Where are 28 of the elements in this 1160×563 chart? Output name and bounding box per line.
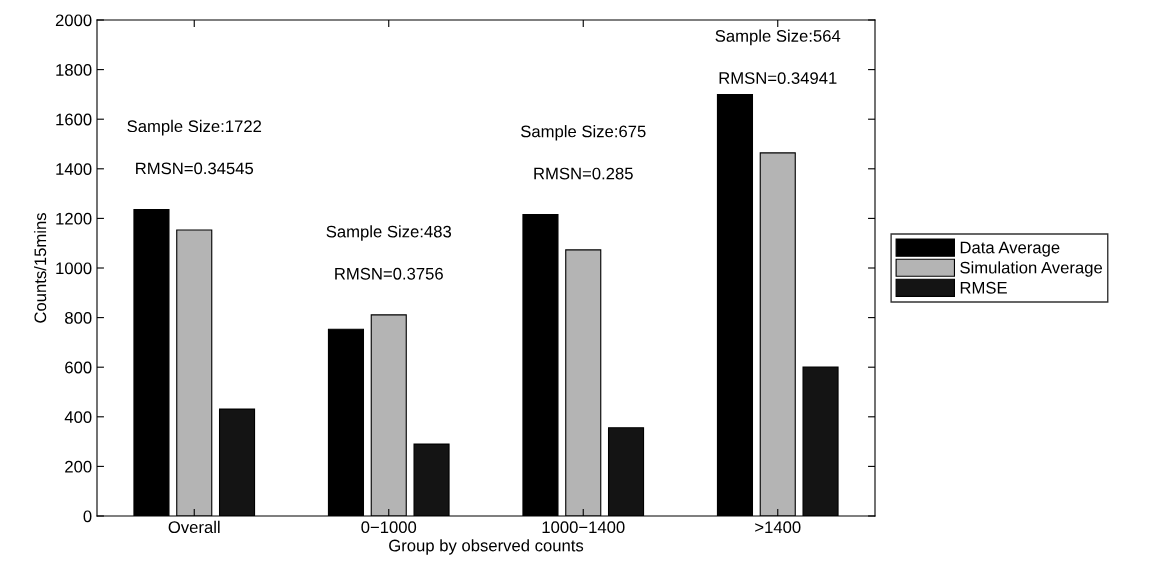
y-tick-label: 1200 xyxy=(56,212,92,225)
annotation: Sample Size:564 xyxy=(715,29,841,46)
x-tick-label: Overall xyxy=(168,520,220,534)
legend-label: RMSE xyxy=(960,281,1007,294)
y-tick-label: 1800 xyxy=(56,64,92,76)
y-tick-label: 0 xyxy=(83,510,92,523)
x-tick-label: 1000−1400 xyxy=(542,521,625,534)
y-tick-label: 400 xyxy=(64,411,92,423)
annotation: RMSN=0.34941 xyxy=(719,72,837,84)
y-tick-label: 2000 xyxy=(55,14,92,27)
y-tick-label: 1600 xyxy=(56,113,92,126)
annotation: Sample Size:675 xyxy=(521,125,646,141)
annotation: Sample Size:483 xyxy=(326,225,452,241)
y-axis-title: Counts/15mins xyxy=(33,213,47,323)
legend-label: Data Average xyxy=(960,241,1060,257)
x-tick-label: >1400 xyxy=(755,521,801,534)
y-tick-label: 1400 xyxy=(56,163,92,175)
y-tick-label: 800 xyxy=(65,312,92,324)
annotation: Sample Size:1722 xyxy=(127,119,262,136)
legend-label: Simulation Average xyxy=(960,261,1103,277)
y-tick-label: 1000 xyxy=(56,262,92,275)
annotation: RMSN=0.34545 xyxy=(136,162,254,175)
y-tick-label: 600 xyxy=(65,361,92,374)
x-axis-title: Group by observed counts xyxy=(389,539,584,555)
annotation: RMSN=0.3756 xyxy=(335,267,443,280)
x-tick-label: 0−1000 xyxy=(361,521,417,534)
y-tick-label: 200 xyxy=(65,460,92,473)
annotation: RMSN=0.285 xyxy=(534,167,633,180)
